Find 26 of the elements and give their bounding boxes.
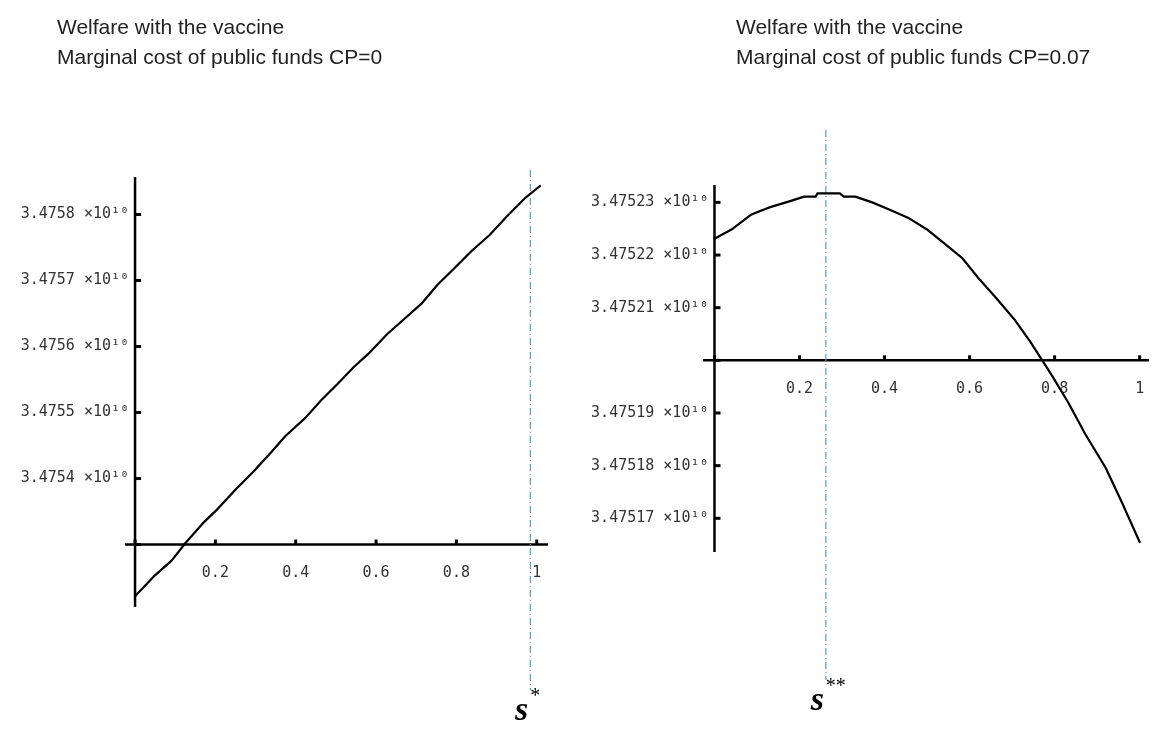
y-tick-label: 3.47519 ×10¹⁰ (591, 402, 709, 421)
chart-title: Welfare with the vaccine (736, 14, 965, 40)
y-tick-label: 3.47521 ×10¹⁰ (591, 297, 709, 316)
x-tick-label: 0.4 (282, 563, 310, 582)
chart-subtitle: Marginal cost of public funds CP=0.07 (736, 44, 1091, 70)
y-tick-label: 3.4758 ×10¹⁰ (20, 204, 130, 223)
x-tick-label: 0.8 (442, 563, 470, 582)
x-tick-label: 0.4 (871, 379, 899, 398)
x-tick-label: 0.6 (956, 379, 984, 398)
x-tick-label: 1 (1135, 379, 1145, 398)
x-tick-label: 0.2 (785, 379, 814, 398)
y-tick-label: 3.4754 ×10¹⁰ (20, 468, 130, 487)
y-tick-label: 3.47518 ×10¹⁰ (591, 455, 709, 474)
y-tick-label: 3.47517 ×10¹⁰ (591, 508, 709, 527)
chart-title: Welfare with the vaccine (57, 14, 286, 40)
y-tick-label: 3.47522 ×10¹⁰ (591, 244, 709, 263)
y-tick-label: 3.4756 ×10¹⁰ (20, 336, 130, 355)
ref-line-label: s** (809, 674, 846, 717)
y-tick-label: 3.47523 ×10¹⁰ (591, 192, 709, 211)
x-tick-label: 0.2 (201, 563, 229, 582)
y-tick-label: 3.4755 ×10¹⁰ (20, 402, 130, 421)
chart-subtitle: Marginal cost of public funds CP=0 (57, 44, 383, 70)
x-tick-label: 0.6 (362, 563, 390, 582)
ref-line-label: s* (514, 684, 541, 727)
y-tick-label: 3.4757 ×10¹⁰ (20, 270, 130, 289)
x-tick-label: 1 (532, 563, 542, 582)
